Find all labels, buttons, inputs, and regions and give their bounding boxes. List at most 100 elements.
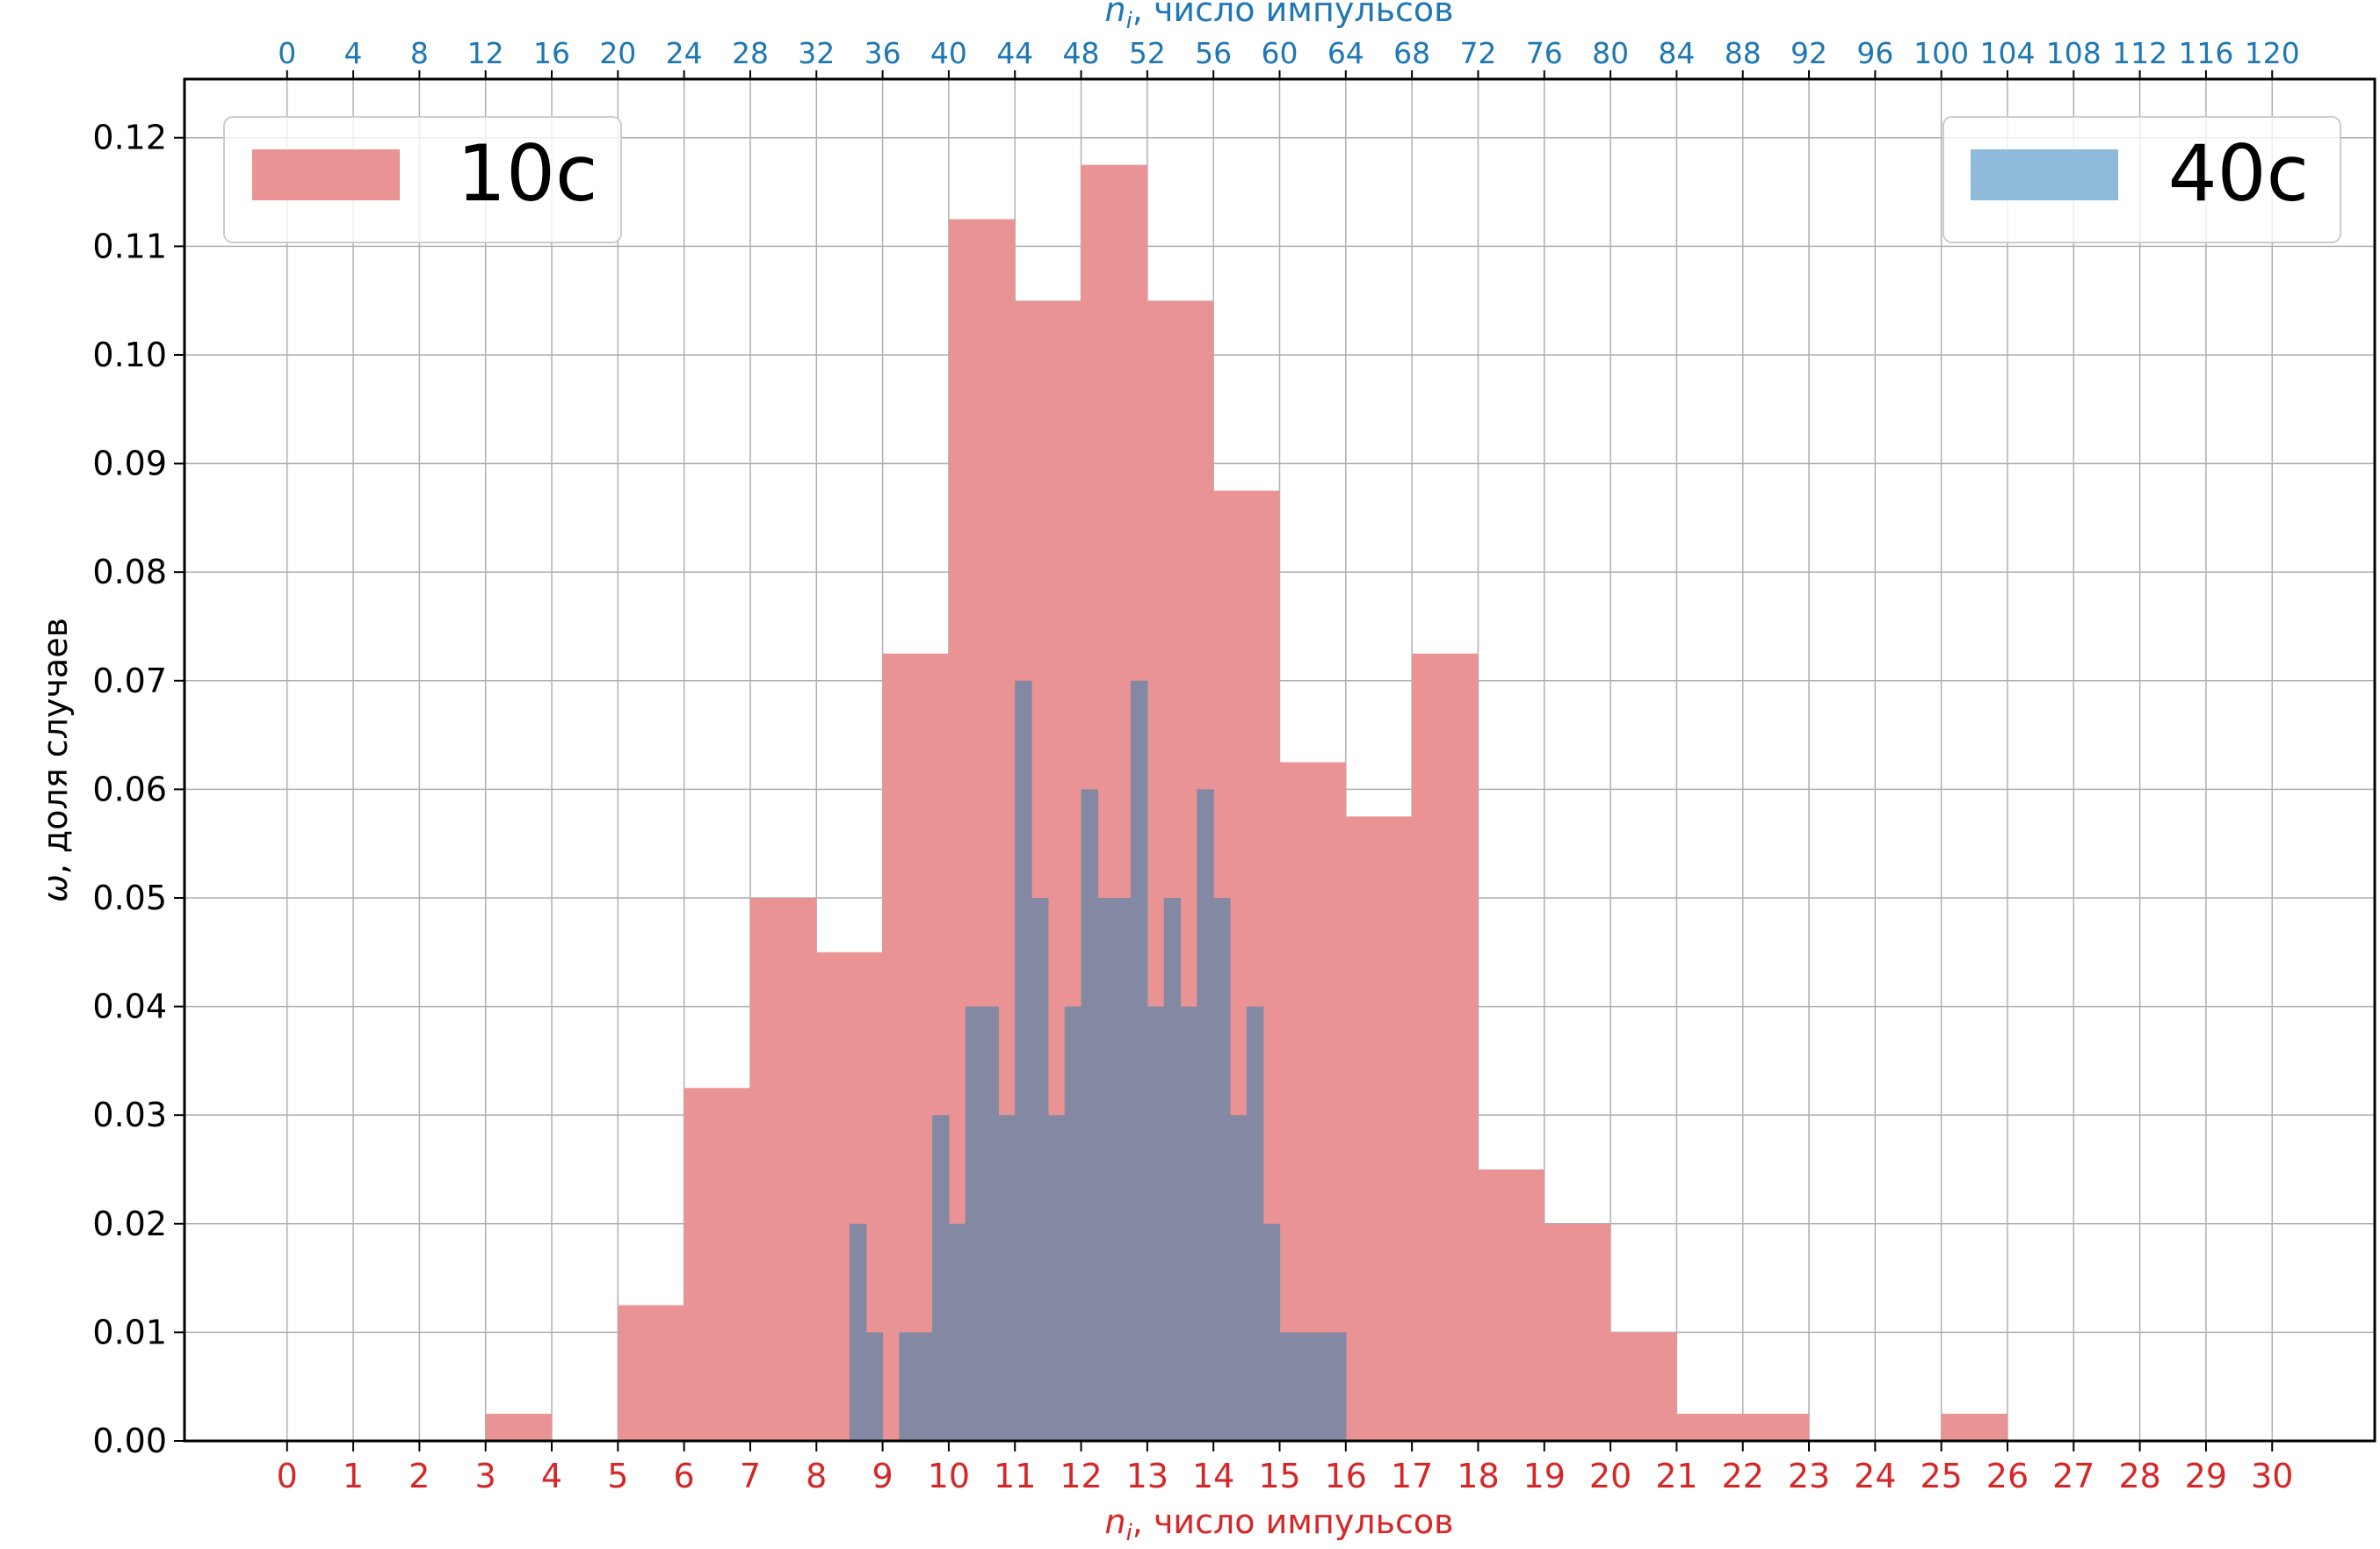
x-bottom-tick-label: 30: [2251, 1457, 2293, 1495]
x-top-tick-label: 60: [1262, 36, 1299, 70]
bar-40s: [1131, 680, 1148, 1441]
bar-10s: [618, 1305, 684, 1441]
bar-40s: [1328, 1332, 1347, 1441]
bar-10s: [1742, 1414, 1810, 1441]
x-top-tick-label: 28: [732, 36, 769, 70]
bar-10s: [1941, 1414, 2007, 1441]
x-top-tick-label: 0: [278, 36, 296, 70]
bar-10s: [1279, 762, 1346, 1441]
bar-40s: [1081, 789, 1098, 1441]
bar-40s: [899, 1332, 916, 1441]
bar-10s: [1544, 1223, 1611, 1441]
x-top-tick-label: 16: [533, 36, 570, 70]
bar-40s: [915, 1332, 933, 1441]
x-top-tick-label: 24: [666, 36, 703, 70]
bar-10s: [1345, 816, 1413, 1441]
bar-40s: [1213, 897, 1231, 1441]
y-tick-label: 0.06: [92, 770, 167, 808]
y-tick-label: 0.02: [92, 1205, 167, 1243]
x-bottom-tick-label: 20: [1589, 1457, 1631, 1495]
bar-10s: [1478, 1169, 1544, 1441]
bar-40s: [998, 1115, 1016, 1441]
y-tick-label: 0.11: [92, 227, 167, 265]
bar-40s: [1230, 1115, 1248, 1441]
x-top-tick-label: 8: [410, 36, 429, 70]
x-bottom-tick-label: 15: [1258, 1457, 1300, 1495]
x-top-tick-label: 56: [1195, 36, 1232, 70]
bar-40s: [1114, 897, 1132, 1441]
x-top-tick-label: 52: [1129, 36, 1166, 70]
bar-40s: [1246, 1006, 1264, 1441]
x-top-tick-label: 104: [1979, 36, 2035, 70]
x-top-tick-label: 92: [1790, 36, 1827, 70]
bar-40s: [1064, 1006, 1082, 1441]
x-bottom-tick-label: 23: [1788, 1457, 1830, 1495]
y-tick-label: 0.09: [92, 445, 167, 483]
x-bottom-tick-label: 28: [2118, 1457, 2160, 1495]
bar-10s: [1610, 1332, 1677, 1441]
x-bottom-tick-label: 4: [541, 1457, 562, 1495]
legend-10s-box: [223, 116, 622, 243]
x-bottom-tick-label: 14: [1192, 1457, 1234, 1495]
legend-10s: 10с: [223, 116, 622, 243]
x-top-tick-label: 80: [1592, 36, 1629, 70]
y-tick-label: 0.00: [92, 1422, 167, 1460]
y-tick-label: 0.04: [92, 988, 167, 1026]
y-tick-label: 0.03: [92, 1096, 167, 1134]
x-bottom-tick-label: 22: [1722, 1457, 1764, 1495]
bar-40s: [965, 1006, 983, 1441]
bar-40s: [1163, 897, 1182, 1441]
x-bottom-tick-label: 17: [1391, 1457, 1433, 1495]
x-top-tick-label: 68: [1393, 36, 1430, 70]
x-top-tick-label: 96: [1856, 36, 1893, 70]
x-top-tick-label: 120: [2245, 36, 2300, 70]
bar-40s: [1015, 680, 1032, 1441]
x-top-tick-label: 84: [1658, 36, 1695, 70]
x-bottom-tick-label: 13: [1126, 1457, 1168, 1495]
x-top-tick-label: 112: [2112, 36, 2167, 70]
x-bottom-tick-label: 7: [740, 1457, 761, 1495]
bar-10s: [684, 1088, 750, 1441]
x-bottom-tick-label: 12: [1060, 1457, 1102, 1495]
bar-40s: [1313, 1332, 1330, 1441]
y-tick-label: 0.08: [92, 553, 167, 591]
x-bottom-tick-label: 2: [409, 1457, 430, 1495]
bar-40s: [1279, 1332, 1297, 1441]
x-bottom-tick-label: 5: [607, 1457, 628, 1495]
x-bottom-tick-label: 29: [2185, 1457, 2227, 1495]
bar-40s: [932, 1115, 950, 1441]
legend-40s: 40с: [1942, 116, 2341, 243]
bar-40s: [1262, 1223, 1281, 1441]
x-bottom-tick-label: 16: [1325, 1457, 1367, 1495]
x-bottom-tick-label: 1: [343, 1457, 364, 1495]
y-tick-label: 0.05: [92, 879, 167, 917]
x-axis-top: 0 4 8 12 16 20 24 28 32 36 40 44 48 52 56 60 64 68 72 76 80 8…: [278, 36, 2300, 79]
x-bottom-tick-label: 9: [872, 1457, 893, 1495]
y-axis: 0.00 0.01 0.02 0.03 0.04 0.05 0.06 0.07 0.08 0.09…: [92, 119, 184, 1460]
bar-10s: [485, 1414, 553, 1441]
bar-40s: [948, 1223, 966, 1441]
bar-40s: [865, 1332, 884, 1441]
bar-40s: [1180, 1006, 1197, 1441]
legend-40s-label: 40с: [2168, 128, 2309, 219]
x-bottom-tick-label: 8: [806, 1457, 827, 1495]
x-top-tick-label: 100: [1913, 36, 1969, 70]
legend-40s-box: [1942, 116, 2341, 243]
bar-40s: [1097, 897, 1115, 1441]
bar-10s: [1412, 653, 1479, 1441]
x-top-tick-label: 12: [467, 36, 504, 70]
x-bottom-tick-label: 11: [994, 1457, 1036, 1495]
y-tick-label: 0.01: [92, 1313, 167, 1351]
x-bottom-tick-label: 3: [475, 1457, 496, 1495]
y-tick-label: 0.10: [92, 336, 167, 374]
x-axis-bottom: 0 1 2 3 4 5 6 7 8 9 10 11 12 13 14 15 16 17 18 19 20 21 22 23 24…: [277, 1441, 2293, 1495]
x-bottom-tick-label: 6: [674, 1457, 695, 1495]
x-top-tick-label: 64: [1327, 36, 1364, 70]
series-40s-bars: [849, 680, 1347, 1441]
x-top-tick-label: 4: [344, 36, 363, 70]
bar-40s: [1296, 1332, 1313, 1441]
x-bottom-tick-label: 26: [1986, 1457, 2029, 1495]
x-bottom-tick-label: 24: [1854, 1457, 1896, 1495]
bar-10s: [749, 897, 817, 1441]
